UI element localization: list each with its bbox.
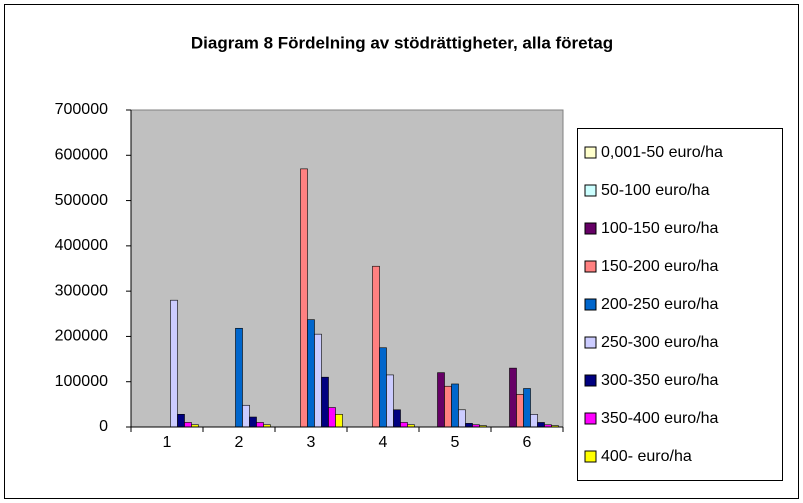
legend-label: 250-300 euro/ha: [601, 334, 719, 351]
legend-label: 0,001-50 euro/ha: [601, 144, 723, 161]
bar: [170, 299, 178, 428]
bar: [177, 414, 185, 428]
bar: [242, 404, 250, 428]
bar: [393, 409, 401, 428]
bar: [307, 319, 315, 428]
y-tick-label: 400000: [55, 237, 108, 254]
bar: [400, 422, 408, 428]
bar: [465, 423, 473, 428]
legend-swatch: [584, 336, 597, 349]
legend-swatch: [584, 184, 597, 197]
x-tick-label: 1: [163, 434, 172, 451]
legend-swatch: [584, 146, 597, 159]
legend-swatch: [584, 260, 597, 273]
y-tick-label: 300000: [55, 282, 108, 299]
plot-area: [130, 109, 564, 428]
x-tick-label: 6: [523, 434, 532, 451]
bar: [516, 394, 524, 428]
bar: [184, 422, 192, 428]
legend-swatch: [584, 222, 597, 235]
bar: [444, 385, 452, 428]
legend-label: 200-250 euro/ha: [601, 296, 719, 313]
legend-swatch: [584, 374, 597, 387]
y-tick-label: 0: [99, 418, 108, 435]
y-tick-label: 500000: [55, 192, 108, 209]
y-tick-label: 600000: [55, 147, 108, 164]
legend-label: 50-100 euro/ha: [601, 182, 710, 199]
bar: [509, 367, 517, 428]
legend: [577, 128, 783, 481]
bar: [437, 372, 445, 428]
bar: [523, 388, 531, 428]
bar: [458, 409, 466, 428]
bar: [328, 407, 336, 428]
bar: [300, 168, 308, 428]
legend-label: 300-350 euro/ha: [601, 372, 719, 389]
legend-label: 350-400 euro/ha: [601, 410, 719, 427]
legend-swatch: [584, 298, 597, 311]
bar: [537, 422, 545, 428]
bar: [235, 327, 243, 428]
legend-label: 100-150 euro/ha: [601, 220, 719, 237]
bar: [379, 347, 387, 428]
bar: [372, 265, 380, 428]
x-tick-label: 2: [235, 434, 244, 451]
legend-swatch: [584, 412, 597, 425]
y-tick-label: 200000: [55, 328, 108, 345]
x-tick-label: 3: [307, 434, 316, 451]
y-tick-label: 100000: [55, 373, 108, 390]
bar: [249, 416, 257, 428]
bar: [335, 414, 343, 428]
bar: [530, 414, 538, 428]
chart-title: Diagram 8 Fördelning av stödrättigheter,…: [191, 33, 613, 52]
bar: [386, 374, 394, 428]
x-tick-label: 5: [451, 434, 460, 451]
y-tick-label: 700000: [55, 101, 108, 118]
bar: [314, 333, 322, 428]
legend-swatch: [584, 450, 597, 463]
bar: [256, 422, 264, 428]
x-tick-label: 4: [379, 434, 388, 451]
bar: [451, 383, 459, 428]
legend-label: 400- euro/ha: [601, 448, 692, 465]
bar: [321, 376, 329, 428]
legend-label: 150-200 euro/ha: [601, 258, 719, 275]
